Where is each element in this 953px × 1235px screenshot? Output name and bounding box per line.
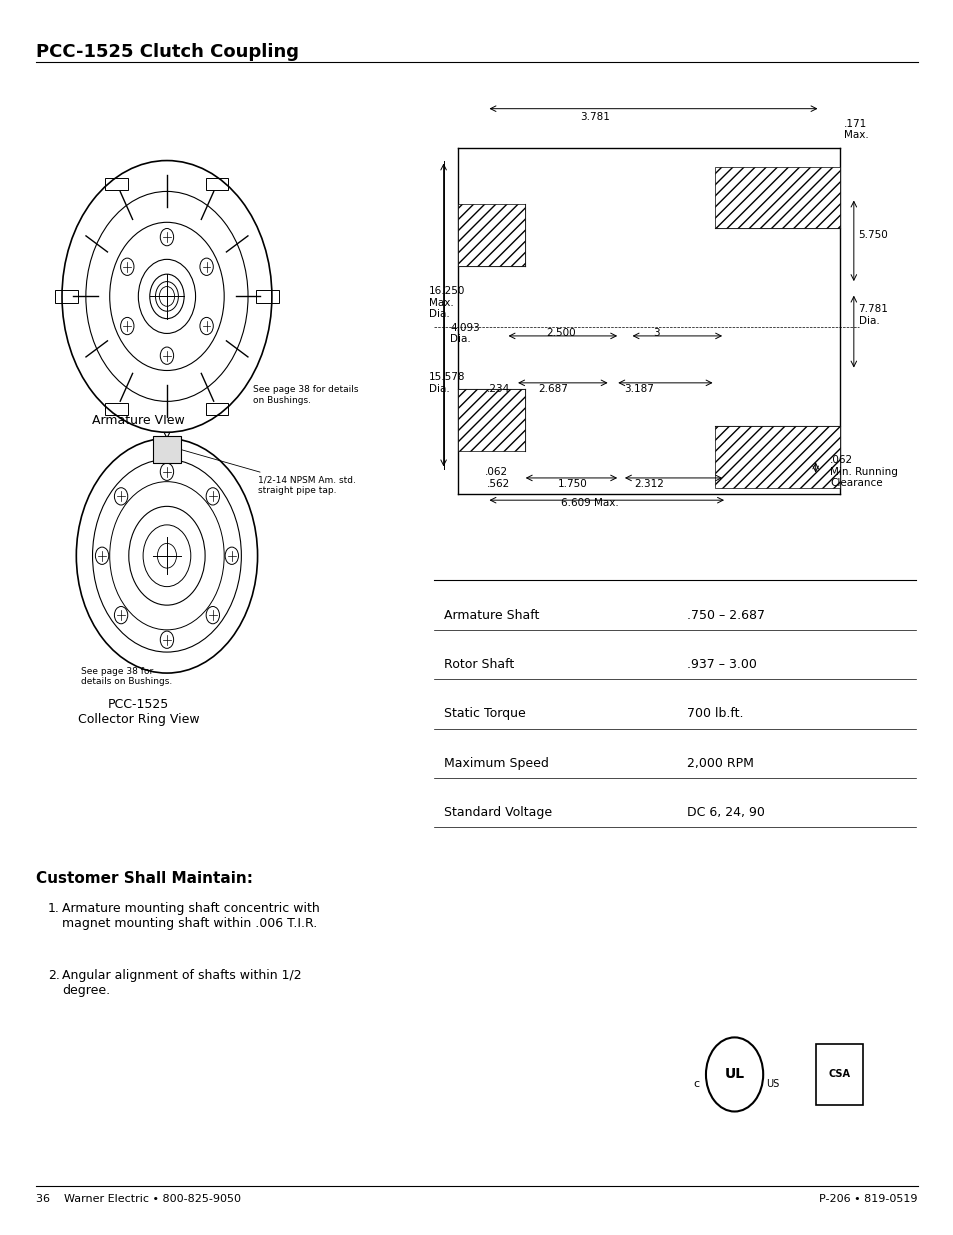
Text: Customer Shall Maintain:: Customer Shall Maintain:	[36, 871, 253, 885]
Text: .750 – 2.687: .750 – 2.687	[686, 609, 764, 621]
Text: 2.: 2.	[48, 969, 59, 983]
Circle shape	[225, 547, 238, 564]
Text: CSA: CSA	[827, 1070, 850, 1079]
Text: UL: UL	[723, 1067, 744, 1082]
Text: 1/2-14 NPSM Am. std.
straight pipe tap.: 1/2-14 NPSM Am. std. straight pipe tap.	[179, 450, 355, 495]
Text: .171
Max.: .171 Max.	[843, 119, 868, 141]
Text: 4.093
Dia.: 4.093 Dia.	[450, 322, 479, 345]
Text: 1.: 1.	[48, 902, 59, 915]
Polygon shape	[457, 389, 524, 451]
Circle shape	[200, 317, 213, 335]
Text: PCC-1525
Collector Ring View: PCC-1525 Collector Ring View	[77, 698, 199, 726]
Text: P-206 • 819-0519: P-206 • 819-0519	[819, 1194, 917, 1204]
Text: 5.750: 5.750	[858, 230, 887, 240]
Circle shape	[114, 606, 128, 624]
Text: 3: 3	[653, 329, 659, 338]
Text: Rotor Shaft: Rotor Shaft	[443, 658, 514, 671]
FancyBboxPatch shape	[55, 290, 78, 303]
Text: 2.312: 2.312	[633, 479, 663, 489]
Circle shape	[120, 317, 133, 335]
Text: 3.187: 3.187	[623, 384, 654, 394]
FancyBboxPatch shape	[255, 290, 278, 303]
Text: 1.750: 1.750	[557, 479, 587, 489]
Text: 15.578
Dia.: 15.578 Dia.	[429, 372, 465, 394]
Text: US: US	[765, 1079, 779, 1089]
Text: See page 38 for
details on Bushings.: See page 38 for details on Bushings.	[81, 667, 172, 687]
FancyBboxPatch shape	[205, 403, 229, 415]
Circle shape	[160, 463, 173, 480]
Text: 3.781: 3.781	[579, 112, 610, 122]
Circle shape	[200, 258, 213, 275]
Polygon shape	[715, 167, 839, 228]
Circle shape	[114, 488, 128, 505]
Text: See page 38 for details
on Bushings.: See page 38 for details on Bushings.	[253, 385, 358, 405]
Polygon shape	[715, 426, 839, 488]
Text: Standard Voltage: Standard Voltage	[443, 806, 551, 819]
Text: 2,000 RPM: 2,000 RPM	[686, 757, 753, 769]
Text: Angular alignment of shafts within 1/2
degree.: Angular alignment of shafts within 1/2 d…	[62, 969, 301, 998]
Circle shape	[120, 258, 133, 275]
FancyBboxPatch shape	[205, 178, 229, 190]
Text: 700 lb.ft.: 700 lb.ft.	[686, 708, 742, 720]
Text: Armature VIew: Armature VIew	[91, 414, 185, 427]
Text: 2.687: 2.687	[537, 384, 568, 394]
Text: c: c	[693, 1079, 699, 1089]
Circle shape	[206, 606, 219, 624]
Circle shape	[160, 228, 173, 246]
Text: DC 6, 24, 90: DC 6, 24, 90	[686, 806, 764, 819]
Text: 36    Warner Electric • 800-825-9050: 36 Warner Electric • 800-825-9050	[36, 1194, 241, 1204]
Text: .062
Min. Running
Clearance: .062 Min. Running Clearance	[829, 456, 897, 488]
Polygon shape	[457, 204, 524, 266]
Text: .234: .234	[486, 384, 509, 394]
Circle shape	[95, 547, 109, 564]
Text: PCC-1525 Clutch Coupling: PCC-1525 Clutch Coupling	[36, 43, 299, 62]
Text: Armature Shaft: Armature Shaft	[443, 609, 538, 621]
Text: Armature mounting shaft concentric with
magnet mounting shaft within .006 T.I.R.: Armature mounting shaft concentric with …	[62, 902, 319, 930]
Text: 6.609 Max.: 6.609 Max.	[560, 498, 618, 508]
Text: .562: .562	[486, 479, 509, 489]
Text: Static Torque: Static Torque	[443, 708, 525, 720]
Text: 2.500: 2.500	[545, 329, 576, 338]
Text: .062: .062	[484, 467, 507, 477]
FancyBboxPatch shape	[152, 436, 181, 463]
Circle shape	[160, 631, 173, 648]
Text: .937 – 3.00: .937 – 3.00	[686, 658, 756, 671]
FancyBboxPatch shape	[106, 178, 128, 190]
Text: 16.250
Max.
Dia.: 16.250 Max. Dia.	[429, 287, 465, 319]
Text: Maximum Speed: Maximum Speed	[443, 757, 548, 769]
Circle shape	[206, 488, 219, 505]
FancyBboxPatch shape	[105, 403, 128, 415]
Text: 7.781
Dia.: 7.781 Dia.	[858, 304, 887, 326]
Circle shape	[160, 347, 173, 364]
